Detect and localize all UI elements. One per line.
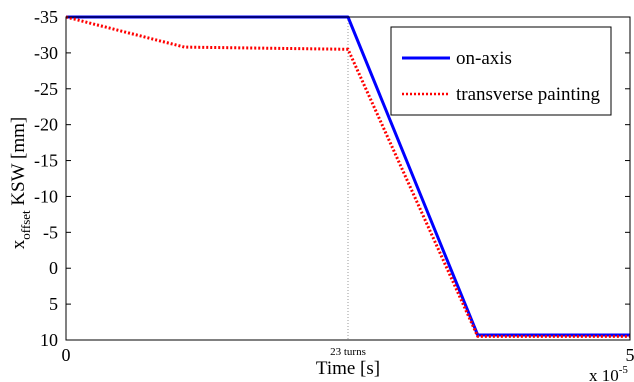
legend-label-on-axis: on-axis	[456, 48, 512, 69]
x-multiplier-base: x 10	[589, 366, 619, 382]
annotation-layer: 23 turns	[330, 17, 366, 358]
y-tick-label: -15	[34, 151, 58, 171]
x-multiplier-exponent: -5	[619, 364, 629, 376]
y-axis-title-rest: KSW [mm]	[8, 117, 29, 211]
y-tick-label: -30	[34, 43, 58, 63]
y-axis: -35 -30 -25 -20 -15 -10 -5 0 5 10	[34, 7, 630, 350]
plot-frame	[65, 16, 631, 341]
y-tick-label: -35	[34, 7, 58, 27]
y-tick-label: -10	[34, 186, 58, 206]
y-axis-title: xoffset KSW [mm]	[8, 117, 33, 249]
y-tick-label: -20	[34, 115, 58, 135]
y-tick-label: 10	[40, 330, 58, 350]
x-tick-label: 5	[626, 345, 634, 365]
x-axis-multiplier: x 10-5	[589, 364, 628, 382]
x-tick-label: 0	[62, 345, 71, 365]
annotation-label: 23 turns	[330, 346, 366, 358]
y-axis-title-base: x	[8, 239, 29, 249]
y-tick-label: -5	[43, 222, 58, 242]
legend-label-transverse-painting: transverse painting	[456, 84, 601, 105]
y-axis-title-group: xoffset KSW [mm]	[8, 117, 33, 249]
y-tick-label: -25	[34, 79, 58, 99]
legend: on-axis transverse painting	[390, 26, 612, 116]
y-tick-label: 0	[49, 258, 58, 278]
y-axis-title-subscript: offset	[18, 210, 33, 240]
x-axis-title: Time [s]	[316, 358, 380, 379]
series-line-transverse-painting	[65, 15, 630, 338]
legend-box	[390, 26, 612, 116]
y-tick-label: 5	[49, 294, 58, 314]
